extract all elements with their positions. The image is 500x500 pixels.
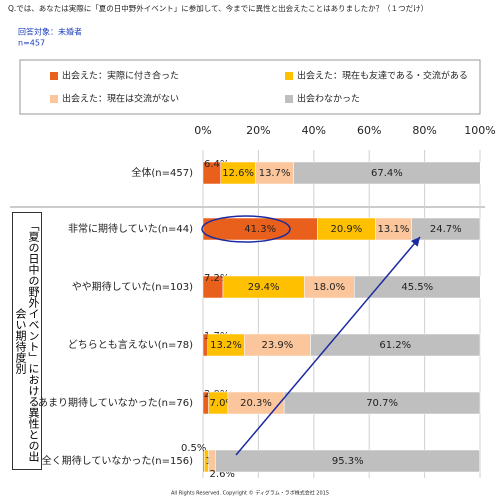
value-label: 45.5%	[401, 282, 433, 293]
value-label: 67.4%	[371, 168, 403, 179]
value-label: 95.3%	[332, 456, 364, 467]
bar-segment	[353, 275, 481, 299]
value-label: 7.0%	[210, 398, 235, 409]
legend-swatch	[50, 72, 58, 80]
legend-swatch	[285, 72, 293, 80]
value-label: 24.7%	[430, 224, 462, 235]
value-label: 18.0%	[313, 282, 345, 293]
chart-title: Q.では、あなたは実際に「夏の日中野外イベント」に参加して、今までに異性と出会え…	[8, 3, 428, 13]
legend-label: 出会えた：現在は交流がない	[62, 93, 179, 105]
legend-swatch	[50, 95, 58, 103]
x-tick-label: 40%	[302, 124, 326, 137]
legend-label: 出会えた：実際に付き合った	[62, 70, 179, 82]
y-tick-label: やや期待していた(n=103)	[72, 280, 193, 293]
subtitle: n=457	[18, 39, 45, 48]
y-tick-label: どちらとも言えない(n=78)	[68, 338, 193, 351]
bar-segment	[411, 217, 481, 241]
y-tick-label: 非常に期待していた(n=44)	[68, 222, 193, 235]
value-label: 41.3%	[244, 224, 276, 235]
value-label: 23.9%	[261, 340, 293, 351]
group-label: 「夏の日中の野外イベント」における異性との出会い期待度別	[12, 212, 42, 470]
legend-box	[19, 59, 481, 115]
value-label: 2.6%	[210, 469, 235, 480]
value-label: 13.2%	[210, 340, 242, 351]
bar-segment	[215, 449, 480, 473]
y-tick-label: 全く期待していなかった(n=156)	[42, 454, 193, 467]
legend-label: 出会わなかった	[297, 93, 360, 105]
y-tick-label: あまり期待していなかった(n=76)	[38, 396, 193, 409]
y-tick-label: 全体(n=457)	[131, 166, 193, 179]
x-tick-label: 60%	[357, 124, 381, 137]
legend-label: 出会えた：現在も友達である・交流がある	[297, 70, 468, 82]
bar-segment	[310, 333, 481, 357]
value-label: 7.2%	[204, 273, 229, 284]
value-label: 20.9%	[330, 224, 362, 235]
value-label: 13.7%	[259, 168, 291, 179]
x-tick-label: 20%	[246, 124, 270, 137]
x-tick-label: 80%	[412, 124, 436, 137]
value-label: 13.1%	[378, 224, 410, 235]
highlight-ellipse	[201, 215, 291, 243]
value-label: 12.6%	[222, 168, 254, 179]
value-label: 29.4%	[248, 282, 280, 293]
bar-segment	[283, 391, 481, 415]
value-label: 6.4%	[204, 159, 229, 170]
value-label: 61.2%	[379, 340, 411, 351]
legend-swatch	[285, 95, 293, 103]
value-label: 70.7%	[366, 398, 398, 409]
value-label: 0.5%	[181, 443, 206, 454]
x-tick-label: 100%	[464, 124, 495, 137]
x-tick-label: 0%	[194, 124, 211, 137]
bar-segment	[293, 161, 481, 185]
subtitle: 回答対象：未婚者	[18, 27, 82, 37]
footer: All Rights Reserved. Copyright © ディグラム・ラ…	[171, 490, 329, 497]
trend-arrow	[235, 236, 421, 456]
value-label: 20.3%	[240, 398, 272, 409]
